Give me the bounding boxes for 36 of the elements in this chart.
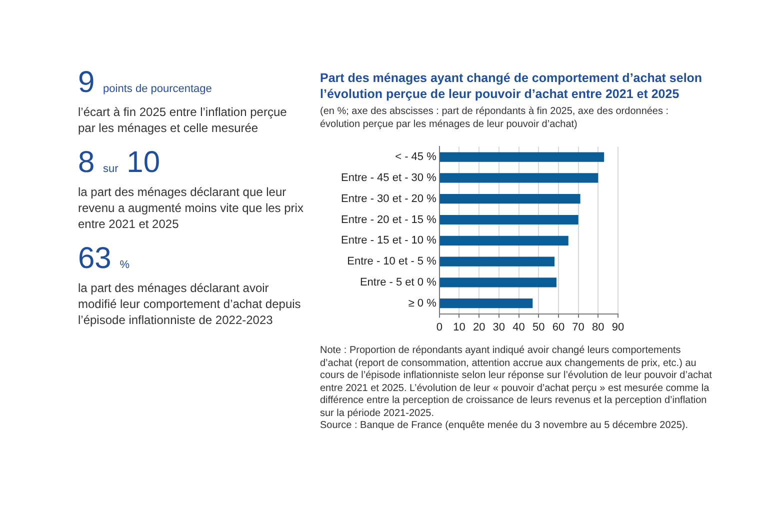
y-tick-label: Entre - 10 et - 5 % [347,256,437,268]
y-tick-label: Entre - 15 et - 10 % [340,234,437,247]
bar [440,214,578,225]
y-tick-label: Entre - 45 et - 30 % [340,172,437,184]
y-tick-label: Entre - 20 et - 15 % [340,214,437,226]
bar [440,236,568,246]
bar [440,194,580,204]
y-tick-label: ≥ 0 % [408,297,437,310]
bar [440,152,604,162]
x-tick-label: 90 [612,321,624,334]
text: la part des ménages déclarant avoir modifié leur comportement d’achat depuis l’épisode inflationniste de 2022-2023 [78,280,302,328]
bar [440,278,556,288]
x-tick-label: 60 [552,321,565,334]
x-tick-label: 0 [436,321,442,334]
bar [440,256,554,266]
x-tick-label: 20 [472,321,486,334]
text: 9 points de pourcentage [78,66,213,101]
x-tick-label: 50 [532,321,545,334]
x-tick-label: 30 [492,321,506,334]
x-tick-label: 70 [572,321,584,334]
x-tick-label: 40 [512,321,525,334]
chart-subtitle: (en %; axe des abscisses : part de répondants à fin 2025, axe des ordonnées : évolution perçue par les ménages de leur pouvoir d’achat) [320,105,670,131]
x-tick-label: 80 [592,321,604,334]
text: la part des ménages déclarant que leur revenu a augmenté moins vite que les prix entre 2021 et 2025 [78,184,304,232]
text: Note : Proportion de répondants ayant indiqué avoir changé leurs comportements d’achat (report de consommation, attention accrue aux changements de prix, etc.) au cours de l’épisode inflationniste selon leur réponse sur l’évolution de leur pouvoir d’achat entre 2021 et 2025. L’évolution de leur « pouvoir d’achat perçu » est mesurée comme la différence entre la perception de croissance de leurs revenus et la perception d’inflation sur la période 2021-2025. [320,345,713,420]
bar [440,298,533,308]
x-tick-label: 10 [453,321,466,334]
text: 8 sur 10 [78,146,162,181]
source-note: Source : Banque de France (enquête menée du 3 novembre au 5 décembre 2025). [320,420,690,432]
y-tick-label: Entre - 30 et - 20 % [340,192,437,205]
y-tick-label: Entre - 5 et 0 % [360,276,437,288]
y-tick-label: < - 45 % [395,151,437,164]
bar [440,173,598,183]
chart-title: Part des ménages ayant changé de comportement d’achat selon l’évolution perçue de leur pouvoir d’achat entre 2021 et 2025 [320,70,704,102]
text: 63 % [78,242,130,277]
text: l’écart à fin 2025 entre l’inflation perçue par les ménages et celle mesurée [78,104,288,136]
